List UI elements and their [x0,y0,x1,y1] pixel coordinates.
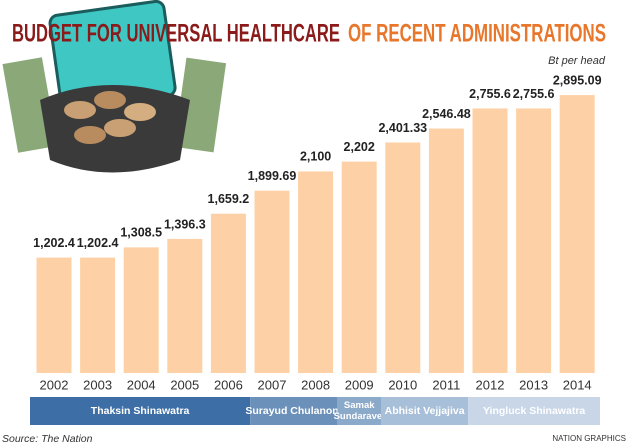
value-label: 1,202.4 [33,236,75,250]
value-label: 2,401.33 [378,121,427,135]
bar [254,190,290,373]
value-label: 1,659.2 [208,192,250,206]
illustration [2,0,227,173]
bar [36,257,72,373]
bar [516,108,552,373]
administration-band [30,397,251,425]
administration-label: Samak Sundaravej [334,400,385,422]
coin [124,103,156,121]
bar [123,247,159,373]
value-label: 2,755.6 [513,87,555,101]
x-tick-label: 2007 [258,377,287,392]
value-label: 2,895.09 [553,73,602,87]
administration-band [250,397,338,425]
administration-band [468,397,600,425]
bar [80,257,116,373]
administration-band [381,397,469,425]
x-tick-label: 2013 [519,377,548,392]
administration-label: Thaksin Shinawatra [91,405,190,417]
administration-label: Surayud Chulanont [245,405,342,417]
bar [559,95,595,374]
credit: NATION GRAPHICS [552,434,626,443]
bar [167,238,203,373]
bar [472,108,508,373]
administration-band [337,397,381,425]
bar [210,213,246,373]
x-tick-label: 2004 [127,377,156,392]
bar [385,142,421,373]
bar [341,161,377,373]
bar [298,171,334,373]
coin [104,119,136,137]
banknotes [2,57,58,153]
x-tick-label: 2006 [214,377,243,392]
value-label: 1,308.5 [120,226,162,240]
subtitle: Bt per head [548,55,606,67]
coin [74,126,106,144]
x-tick-label: 2009 [345,377,374,392]
banknotes [173,57,227,153]
bar [428,128,464,373]
coin [94,91,126,109]
value-label: 2,546.48 [422,107,471,121]
x-tick-label: 2011 [432,377,460,392]
x-tick-label: 2014 [563,377,592,392]
x-tick-label: 2008 [301,377,330,392]
x-tick-label: 2005 [170,377,199,392]
value-label: 2,202 [344,140,375,154]
value-label: 2,755.6 [469,87,511,101]
administration-label: Abhisit Vejjajiva [385,405,465,417]
value-label: 1,396.3 [164,217,206,231]
value-label: 2,100 [300,150,331,164]
chart-title: BUDGET FOR UNIVERSAL HEALTHCARE [12,20,340,48]
administration-label: Yingluck Shinawatra [483,405,585,417]
x-tick-label: 2003 [83,377,112,392]
chart-title-2: OF RECENT ADMINISTRATIONS [348,20,606,48]
source: Source: The Nation [2,433,93,445]
value-label: 1,202.4 [77,236,119,250]
coin [64,101,96,119]
value-label: 1,899.69 [248,169,297,183]
x-tick-label: 2010 [388,377,417,392]
x-tick-label: 2012 [476,377,505,392]
x-tick-label: 2002 [40,377,69,392]
